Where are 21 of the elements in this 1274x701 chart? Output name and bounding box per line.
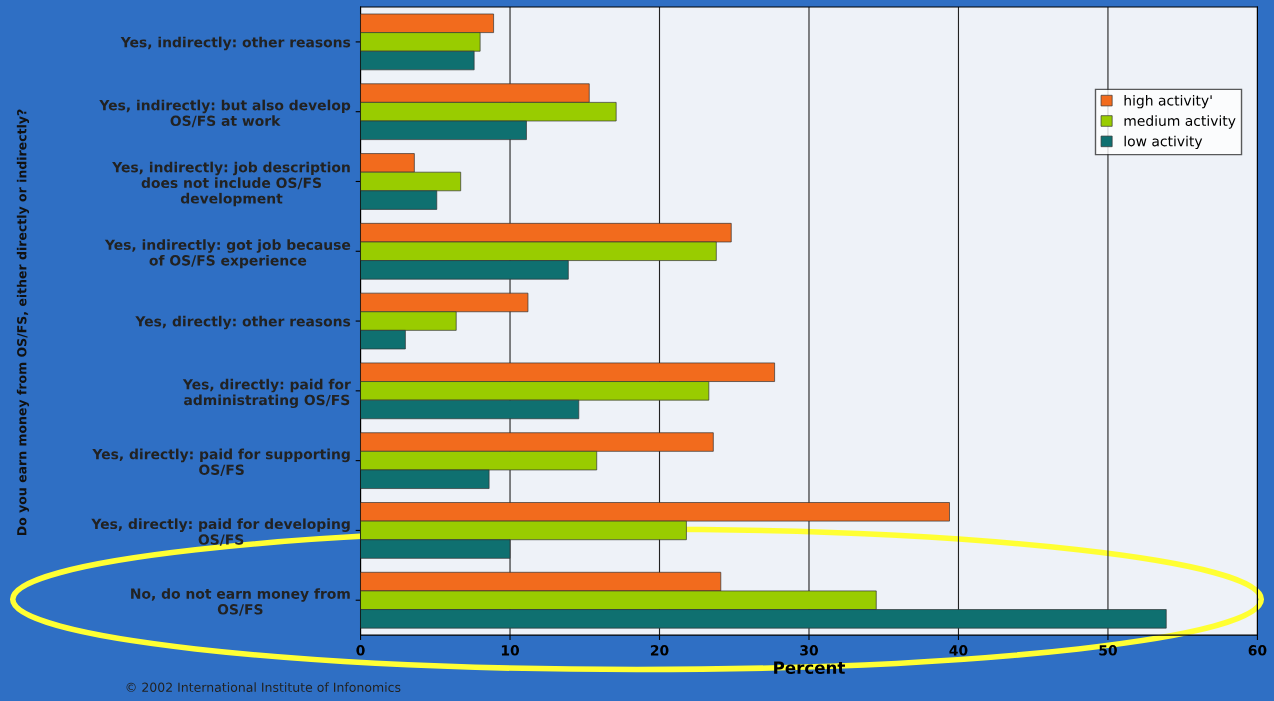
y-tick-label: Yes, directly: paid for supporting OS/FS [92,448,350,477]
x-tick-label: 20 [650,645,669,656]
y-tick-label: Yes, directly: paid for administrating OS/FS [182,378,351,409]
x-tick-label: 50 [1099,645,1117,656]
x-tick-label: 60 [1248,645,1267,656]
text: © 2002 International Institute of Infonomics [126,682,401,693]
y-tick-label: Yes, directly: paid for developing OS/FS [91,518,350,546]
x-tick-label: 30 [800,645,818,656]
y-tick-label: No, do not earn money from OS/FS [131,588,350,616]
legend-label: high activity' [1124,94,1212,109]
y-tick-label: Yes, indirectly: job description does not include OS/FS development [112,161,350,207]
legend-label: low activity [1124,135,1203,150]
x-tick-label: 40 [949,645,968,656]
x-tick-label: 0 [356,645,365,656]
y-tick-label: Yes, indirectly: other reasons [120,36,351,51]
y-axis-title: Do you earn money from OS/FS, either directly or indirectly? [16,109,30,536]
legend-label: medium activity [1124,115,1236,129]
x-tick-label: 10 [501,645,520,656]
y-tick-label: Yes, indirectly: but also develop OS/FS at work [99,99,351,128]
y-tick-label: Yes, directly: other reasons [135,315,351,330]
y-tick-label: Yes, indirectly: got job because of OS/FS experience [104,239,351,269]
